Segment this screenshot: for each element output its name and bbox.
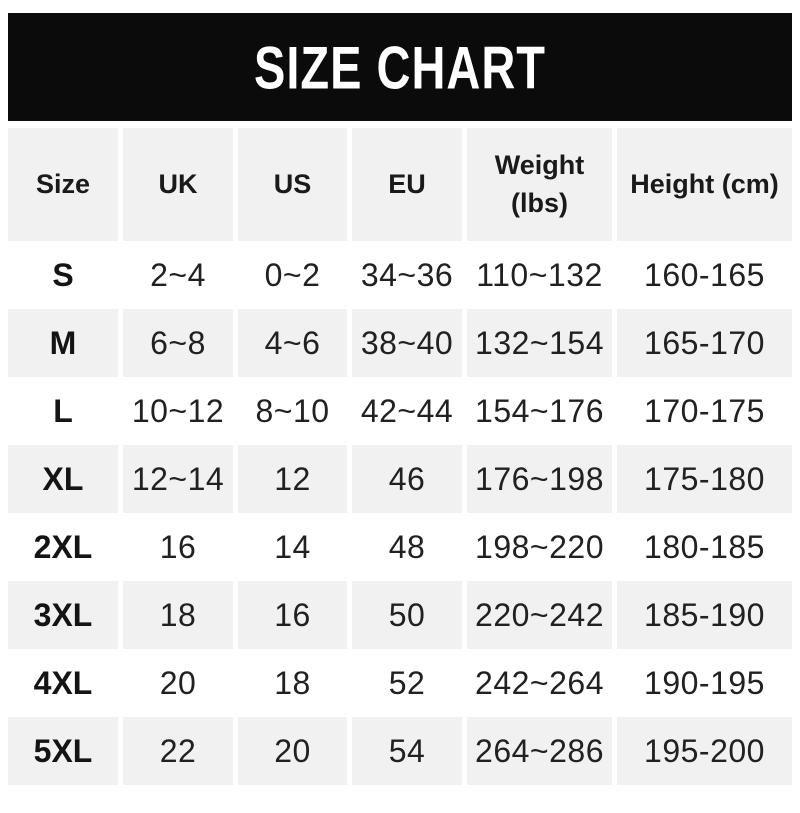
size-chart-banner: SIZE CHART	[8, 13, 792, 121]
table-row-xl: XL 12~14 12 46 176~198 175-180	[8, 445, 792, 513]
table-row-4xl: 4XL 20 18 52 242~264 190-195	[8, 649, 792, 717]
cell-eu: 48	[388, 528, 426, 565]
cell-height: 190-195	[644, 664, 765, 701]
cell-size: 4XL	[33, 664, 93, 701]
cell-height: 165-170	[617, 309, 792, 377]
cell-height: 170-175	[644, 392, 765, 429]
column-header-eu: EU	[352, 128, 462, 241]
cell-us: 4~6	[238, 309, 347, 377]
cell-eu: 54	[352, 717, 462, 785]
cell-size: 5XL	[8, 717, 118, 785]
table-row-5xl: 5XL 22 20 54 264~286 195-200	[8, 717, 792, 785]
cell-us: 20	[238, 717, 347, 785]
cell-weight: 154~176	[475, 392, 604, 429]
size-chart-table: Size UK US EU Weight (lbs) Height (cm) S…	[3, 128, 797, 785]
cell-height: 185-190	[617, 581, 792, 649]
size-chart-title: SIZE CHART	[254, 33, 546, 101]
cell-eu: 38~40	[352, 309, 462, 377]
cell-uk: 12~14	[123, 445, 233, 513]
cell-size: M	[8, 309, 118, 377]
cell-uk: 20	[159, 664, 197, 701]
cell-uk: 6~8	[123, 309, 233, 377]
cell-size: 2XL	[33, 528, 93, 565]
cell-us: 16	[238, 581, 347, 649]
cell-height: 160-165	[644, 256, 765, 293]
cell-weight: 242~264	[475, 664, 604, 701]
cell-uk: 22	[123, 717, 233, 785]
cell-weight: 220~242	[467, 581, 612, 649]
cell-size: XL	[8, 445, 118, 513]
cell-eu: 34~36	[360, 256, 454, 293]
cell-us: 0~2	[264, 256, 321, 293]
cell-size: L	[53, 392, 73, 429]
cell-weight: 110~132	[476, 256, 603, 293]
cell-uk: 16	[159, 528, 197, 565]
cell-height: 175-180	[617, 445, 792, 513]
cell-uk: 10~12	[131, 392, 225, 429]
column-header-uk: UK	[123, 128, 233, 241]
cell-us: 18	[274, 664, 311, 701]
table-row-s: S 2~4 0~2 34~36 110~132 160-165	[8, 241, 792, 309]
cell-weight: 176~198	[467, 445, 612, 513]
cell-height: 180-185	[644, 528, 765, 565]
cell-us: 8~10	[255, 392, 330, 429]
cell-eu: 46	[352, 445, 462, 513]
column-header-height: Height (cm)	[617, 128, 792, 241]
cell-eu: 50	[352, 581, 462, 649]
table-row-2xl: 2XL 16 14 48 198~220 180-185	[8, 513, 792, 581]
table-row-m: M 6~8 4~6 38~40 132~154 165-170	[8, 309, 792, 377]
column-header-weight: Weight (lbs)	[467, 128, 612, 241]
cell-uk: 2~4	[150, 256, 206, 293]
cell-us: 14	[274, 528, 311, 565]
cell-weight: 264~286	[467, 717, 612, 785]
cell-us: 12	[238, 445, 347, 513]
cell-size: S	[52, 256, 74, 293]
cell-height: 195-200	[617, 717, 792, 785]
column-header-us: US	[238, 128, 347, 241]
cell-weight: 132~154	[467, 309, 612, 377]
cell-weight: 198~220	[475, 528, 604, 565]
table-row-l: L 10~12 8~10 42~44 154~176 170-175	[8, 377, 792, 445]
table-row-3xl: 3XL 18 16 50 220~242 185-190	[8, 581, 792, 649]
cell-eu: 52	[388, 664, 426, 701]
cell-size: 3XL	[8, 581, 118, 649]
cell-uk: 18	[123, 581, 233, 649]
column-header-size: Size	[8, 128, 118, 241]
size-chart-page: SIZE CHART Size UK US EU Weight (lbs) He…	[0, 13, 800, 785]
table-header-row: Size UK US EU Weight (lbs) Height (cm)	[8, 128, 792, 241]
cell-eu: 42~44	[360, 392, 454, 429]
